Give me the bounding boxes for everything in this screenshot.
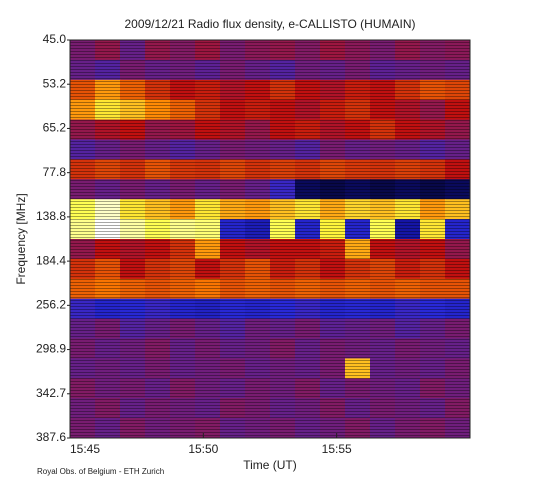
y-tick-label: 342.7 [36, 386, 66, 400]
x-tick-label: 15:55 [322, 442, 352, 456]
x-tick-label: 15:50 [188, 442, 218, 456]
y-tick-label: 77.8 [43, 165, 67, 179]
chart-title: 2009/12/21 Radio flux density, e-CALLIST… [124, 17, 415, 31]
y-tick-label: 387.6 [36, 430, 66, 444]
y-tick-label: 65.2 [43, 121, 67, 135]
y-axis-label: Frequency [MHz] [14, 193, 28, 284]
plot-frame [69, 39, 471, 439]
x-tick-label: 15:45 [70, 442, 100, 456]
texture [70, 40, 470, 438]
y-tick-label: 53.2 [43, 76, 67, 90]
y-tick-label: 45.0 [43, 32, 67, 46]
footer: Royal Obs. of Belgium - ETH Zurich [37, 467, 164, 476]
y-tick-label: 184.4 [36, 253, 66, 267]
y-tick-label: 138.8 [36, 209, 66, 223]
y-tick-label: 298.9 [36, 342, 66, 356]
x-axis-label: Time (UT) [243, 458, 297, 472]
y-tick-label: 256.2 [36, 298, 66, 312]
